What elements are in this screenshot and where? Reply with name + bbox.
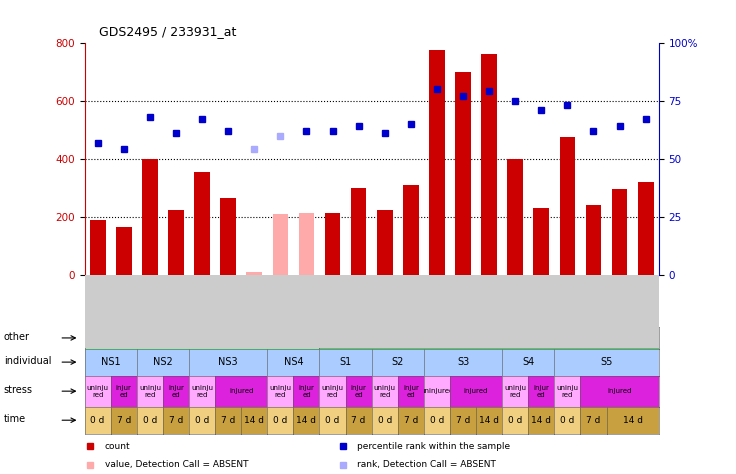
Bar: [325, 212, 340, 275]
Bar: [351, 188, 367, 275]
Text: injur
ed: injur ed: [350, 385, 367, 398]
Text: injured: injured: [229, 388, 253, 394]
Bar: [116, 227, 132, 275]
Bar: [481, 55, 497, 275]
Text: uninju
red: uninju red: [504, 385, 526, 398]
Text: 14 d: 14 d: [623, 416, 643, 425]
Text: S4: S4: [522, 357, 534, 367]
Text: 7 d: 7 d: [403, 416, 418, 425]
Bar: [507, 159, 523, 275]
Text: NS3: NS3: [219, 357, 238, 367]
Text: S2: S2: [392, 357, 404, 367]
Text: injur
ed: injur ed: [299, 385, 314, 398]
Text: percentile rank within the sample: percentile rank within the sample: [358, 442, 511, 450]
Bar: [455, 72, 471, 275]
Text: 7 d: 7 d: [221, 416, 236, 425]
Bar: [534, 208, 549, 275]
Bar: [403, 185, 419, 275]
Text: uninju
red: uninju red: [269, 385, 291, 398]
Text: uninju
red: uninju red: [322, 385, 344, 398]
Text: non-smoker: non-smoker: [169, 333, 235, 343]
Text: uninju
red: uninju red: [556, 385, 578, 398]
Bar: [559, 137, 576, 275]
Bar: [247, 272, 262, 275]
Text: uninju
red: uninju red: [191, 385, 213, 398]
Text: injured: injured: [607, 388, 631, 394]
Text: 0 d: 0 d: [560, 416, 575, 425]
Text: 14 d: 14 d: [479, 416, 499, 425]
Text: NS2: NS2: [153, 357, 173, 367]
Text: 0 d: 0 d: [378, 416, 392, 425]
Text: injur
ed: injur ed: [116, 385, 132, 398]
Text: stress: stress: [4, 384, 32, 394]
Text: 7 d: 7 d: [116, 416, 131, 425]
Text: uninju
red: uninju red: [374, 385, 396, 398]
Text: S5: S5: [601, 357, 612, 367]
Bar: [429, 50, 445, 275]
Text: S3: S3: [457, 357, 469, 367]
Text: 7 d: 7 d: [587, 416, 601, 425]
Text: 14 d: 14 d: [531, 416, 551, 425]
Bar: [142, 159, 158, 275]
Text: 0 d: 0 d: [508, 416, 523, 425]
Text: NS1: NS1: [101, 357, 121, 367]
Text: 7 d: 7 d: [169, 416, 183, 425]
Text: individual: individual: [4, 356, 52, 366]
Bar: [299, 212, 314, 275]
Text: 7 d: 7 d: [352, 416, 366, 425]
Text: 14 d: 14 d: [297, 416, 316, 425]
Text: smoker: smoker: [469, 333, 509, 343]
Text: uninju
red: uninju red: [87, 385, 109, 398]
Bar: [220, 198, 236, 275]
Bar: [194, 172, 210, 275]
Text: NS4: NS4: [283, 357, 303, 367]
Text: 0 d: 0 d: [325, 416, 340, 425]
Text: 0 d: 0 d: [91, 416, 105, 425]
Text: uninju
red: uninju red: [139, 385, 161, 398]
Bar: [377, 210, 392, 275]
Text: injur
ed: injur ed: [534, 385, 549, 398]
Text: count: count: [105, 442, 130, 450]
Text: 14 d: 14 d: [244, 416, 264, 425]
Text: 0 d: 0 d: [195, 416, 209, 425]
Text: time: time: [4, 414, 26, 424]
Text: injur
ed: injur ed: [403, 385, 419, 398]
Text: 0 d: 0 d: [143, 416, 157, 425]
Text: uninjured: uninjured: [420, 388, 453, 394]
Bar: [612, 189, 627, 275]
Text: 0 d: 0 d: [430, 416, 444, 425]
Bar: [586, 205, 601, 275]
Text: rank, Detection Call = ABSENT: rank, Detection Call = ABSENT: [358, 460, 496, 469]
Bar: [638, 182, 654, 275]
Text: GDS2495 / 233931_at: GDS2495 / 233931_at: [99, 25, 237, 38]
Text: 0 d: 0 d: [273, 416, 288, 425]
Bar: [272, 214, 289, 275]
Text: injur
ed: injur ed: [168, 385, 184, 398]
Text: 7 d: 7 d: [456, 416, 470, 425]
Bar: [168, 210, 184, 275]
Text: other: other: [4, 332, 29, 342]
Text: injured: injured: [464, 388, 488, 394]
Text: S1: S1: [339, 357, 352, 367]
Bar: [90, 220, 105, 275]
Text: value, Detection Call = ABSENT: value, Detection Call = ABSENT: [105, 460, 248, 469]
